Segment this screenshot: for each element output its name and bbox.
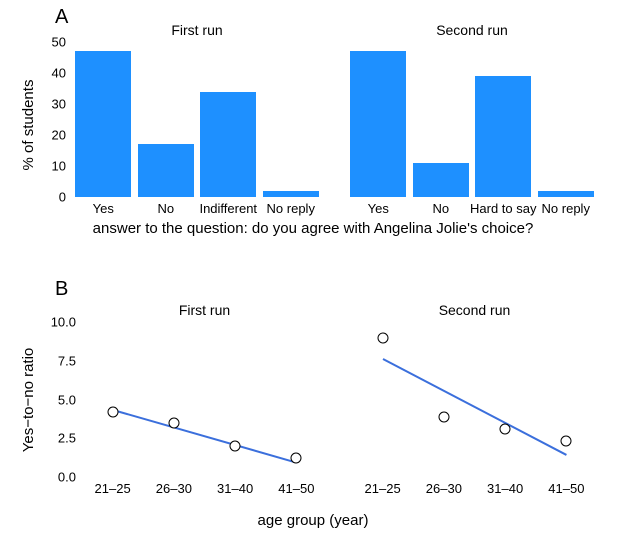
panel-b-ytick-3: 7.5	[58, 353, 82, 368]
bar	[200, 92, 256, 197]
panel-a-facet-title-0: First run	[72, 22, 322, 38]
fit-line	[382, 358, 567, 456]
panel-a-ytick-5: 50	[52, 35, 72, 50]
panel-a-facet-title-1: Second run	[347, 22, 597, 38]
panel-b-xtick-0-1: 26–30	[156, 477, 192, 496]
panel-b-ytick-2: 5.0	[58, 392, 82, 407]
panel-b-xtick-1-0: 21–25	[365, 477, 401, 496]
bar	[350, 51, 406, 197]
bar	[475, 76, 531, 197]
data-point	[377, 332, 388, 343]
panel-a-xtick-1-2: Hard to say	[470, 197, 536, 216]
panel-b-ytick-1: 2.5	[58, 431, 82, 446]
panel-b-facet-title-1: Second run	[352, 302, 597, 318]
panel-b-label: B	[55, 278, 68, 301]
bar	[413, 163, 469, 197]
panel-b-xtick-1-3: 41–50	[548, 477, 584, 496]
data-point	[561, 436, 572, 447]
panel-a-xtick-1-1: No	[432, 197, 449, 216]
panel-b-xtick-1-2: 31–40	[487, 477, 523, 496]
panel-a-ytick-1: 10	[52, 159, 72, 174]
panel-a-ytick-3: 30	[52, 97, 72, 112]
panel-b-xtick-0-2: 31–40	[217, 477, 253, 496]
panel-a-ytick-0: 0	[59, 190, 72, 205]
panel-b-facet-1: Second run21–2526–3031–4041–50	[352, 322, 597, 477]
panel-b-ylabel: Yes−to−no ratio	[20, 348, 37, 453]
data-point	[230, 441, 241, 452]
panel-a-xtick-0-3: No reply	[267, 197, 315, 216]
panel-a-label: A	[55, 6, 68, 29]
panel-a-ylabel: % of students	[20, 80, 37, 171]
panel-b-ytick-0: 0.0	[58, 470, 82, 485]
panel-a-facet-1: Second runYesNoHard to sayNo reply	[347, 42, 597, 197]
data-point	[291, 453, 302, 464]
panel-b-xtick-0-0: 21–25	[95, 477, 131, 496]
panel-a-xtick-1-0: Yes	[368, 197, 389, 216]
panel-a-xtick-0-1: No	[157, 197, 174, 216]
fit-line	[112, 409, 296, 464]
panel-b-facet-title-0: First run	[82, 302, 327, 318]
panel-b-facet-0: First run0.02.55.07.510.021–2526–3031–40…	[82, 322, 327, 477]
data-point	[438, 411, 449, 422]
panel-a-xlabel: answer to the question: do you agree wit…	[0, 220, 626, 237]
panel-a-ytick-4: 40	[52, 66, 72, 81]
bar	[75, 51, 131, 197]
panel-b-xtick-0-3: 41–50	[278, 477, 314, 496]
panel-a-xtick-0-0: Yes	[93, 197, 114, 216]
panel-a-ytick-2: 20	[52, 128, 72, 143]
panel-a-xtick-0-2: Indifferent	[199, 197, 257, 216]
panel-b-xlabel: age group (year)	[0, 512, 626, 529]
data-point	[107, 406, 118, 417]
panel-b-ytick-4: 10.0	[51, 315, 82, 330]
panel-a-facet-0: First run01020304050YesNoIndifferentNo r…	[72, 42, 322, 197]
data-point	[168, 417, 179, 428]
data-point	[500, 423, 511, 434]
panel-b-xtick-1-1: 26–30	[426, 477, 462, 496]
panel-a-xtick-1-3: No reply	[542, 197, 590, 216]
figure: A% of studentsFirst run01020304050YesNoI…	[0, 0, 626, 555]
bar	[138, 144, 194, 197]
